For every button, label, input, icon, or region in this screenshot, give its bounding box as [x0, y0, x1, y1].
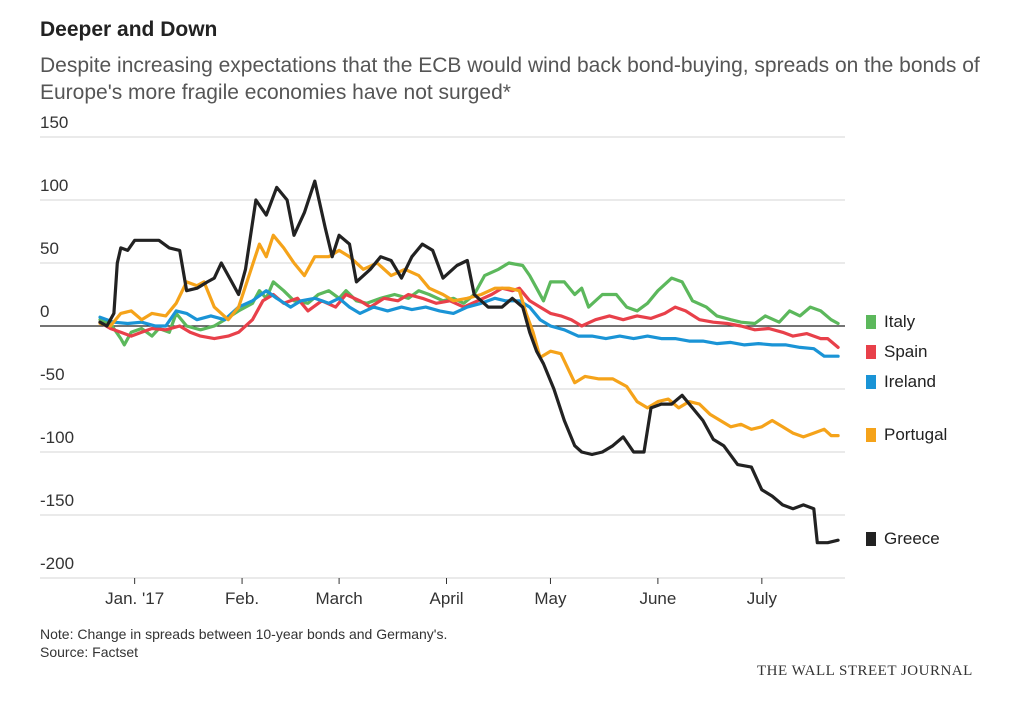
legend-swatch — [866, 315, 876, 330]
series-layer — [98, 179, 840, 545]
legend-label: Spain — [884, 342, 928, 362]
legend-item-spain: Spain — [866, 342, 927, 362]
x-tick-label: March — [315, 589, 362, 608]
y-tick-label: 150 — [40, 113, 68, 132]
series-line-ireland — [98, 289, 840, 358]
x-tick-label: May — [534, 589, 567, 608]
legend-swatch — [866, 532, 876, 547]
y-tick-label: -150 — [40, 491, 74, 510]
publisher-logo: THE WALL STREET JOURNAL — [757, 663, 973, 679]
x-tick-label: Feb. — [225, 589, 259, 608]
footnote: Note: Change in spreads between 10-year … — [40, 626, 448, 642]
series-line-italy — [98, 261, 840, 347]
legend-label: Greece — [884, 529, 940, 549]
x-tick-label: Jan. '17 — [105, 589, 164, 608]
legend-swatch — [866, 375, 876, 390]
x-tick-label: July — [747, 589, 778, 608]
legend-item-ireland: Ireland — [866, 372, 936, 392]
x-tick-label: June — [639, 589, 676, 608]
source-line: Source: Factset — [40, 644, 139, 660]
y-tick-label: 0 — [40, 302, 49, 321]
grid-layer — [40, 136, 845, 584]
series-line-portugal — [98, 233, 840, 439]
y-tick-label: -100 — [40, 428, 74, 447]
x-tick-labels: Jan. '17 Feb. March April May June July — [105, 589, 777, 608]
legend-swatch — [866, 427, 876, 442]
chart-subtitle: Despite increasing expectations that the… — [40, 54, 980, 104]
legend-label: Italy — [884, 312, 916, 332]
y-tick-label: 50 — [40, 239, 59, 258]
chart-title: Deeper and Down — [40, 18, 218, 41]
legend-label: Portugal — [884, 424, 948, 444]
y-tick-labels: 150 100 50 0 -50 -100 -150 -200 — [40, 113, 74, 573]
legend-label: Ireland — [884, 372, 936, 392]
y-tick-label: -50 — [40, 365, 65, 384]
legend-swatch — [866, 345, 876, 360]
legend-item-greece: Greece — [866, 529, 940, 549]
y-tick-label: 100 — [40, 176, 68, 195]
x-tick-label: April — [430, 589, 464, 608]
legend-item-italy: Italy — [866, 312, 915, 332]
y-tick-label: -200 — [40, 554, 74, 573]
legend-item-portugal: Portugal — [866, 425, 947, 445]
series-line-greece — [98, 179, 840, 545]
series-line-spain — [98, 286, 840, 349]
